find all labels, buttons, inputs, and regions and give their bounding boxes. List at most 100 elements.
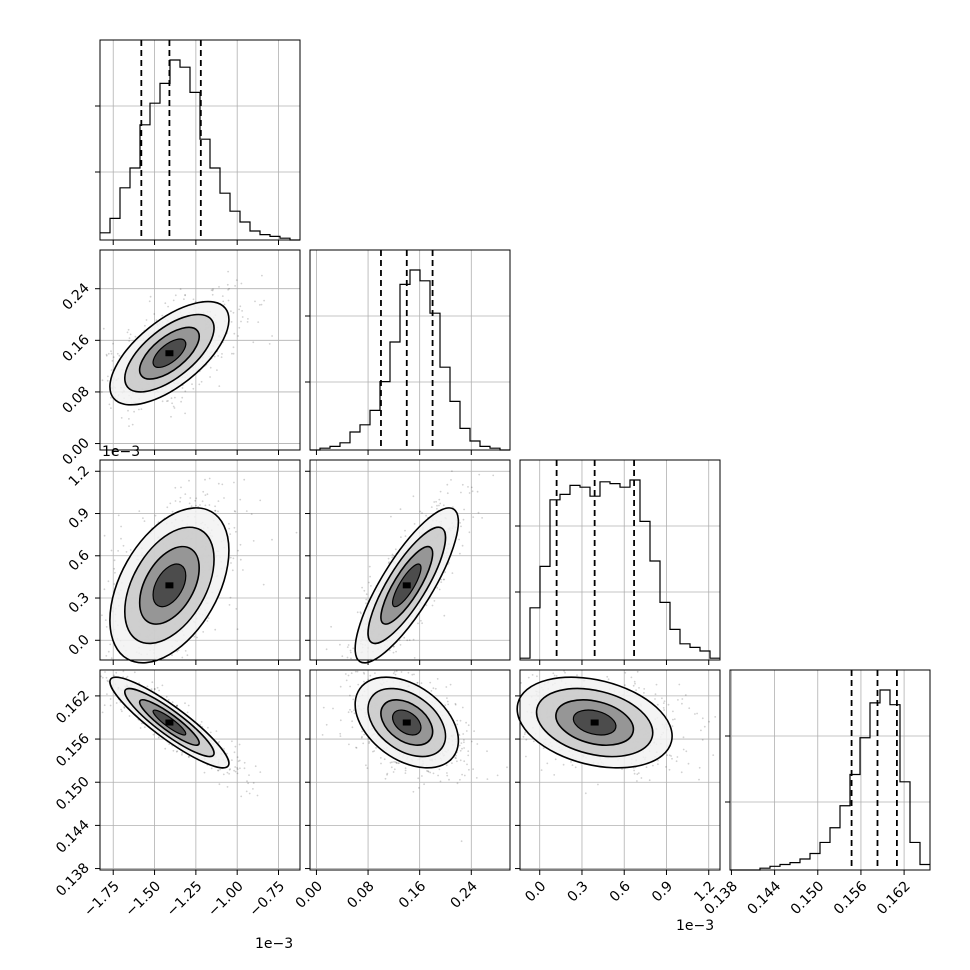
sample-point: [113, 674, 115, 677]
sample-point: [231, 569, 234, 572]
sample-point: [186, 654, 189, 657]
sample-point: [176, 704, 179, 707]
sample-point: [392, 651, 395, 654]
sample-point: [351, 720, 353, 723]
sample-point: [234, 510, 237, 513]
sample-point: [394, 673, 397, 676]
sample-point: [645, 766, 648, 769]
sample-point: [219, 768, 222, 771]
sample-point: [525, 755, 527, 758]
sample-point: [236, 767, 239, 769]
sample-point: [184, 294, 187, 297]
sample-point: [234, 285, 237, 287]
sample-point: [380, 762, 382, 765]
sample-point: [164, 747, 167, 750]
sample-point: [218, 740, 221, 743]
sample-point: [633, 680, 636, 683]
sample-point: [174, 486, 177, 489]
sample-point: [245, 510, 248, 512]
sample-point: [243, 761, 246, 764]
sample-point: [259, 771, 262, 773]
x-tick-label: 0.150: [788, 878, 828, 918]
sample-point: [131, 423, 134, 426]
sample-point: [113, 583, 116, 585]
sample-point: [446, 774, 449, 777]
sample-point: [345, 679, 348, 682]
sample-point: [354, 670, 357, 673]
sample-point: [103, 704, 106, 707]
sample-point: [245, 790, 248, 793]
sample-point: [339, 719, 342, 722]
sample-point: [423, 783, 425, 786]
sample-point: [681, 698, 684, 700]
panel-frame: [519, 669, 721, 871]
sample-point: [192, 387, 195, 390]
sample-point: [673, 718, 676, 720]
sample-point: [229, 556, 232, 559]
sample-point: [360, 612, 362, 615]
sample-point: [386, 773, 388, 776]
sample-point: [179, 288, 182, 290]
sample-point: [143, 520, 146, 522]
density-peak: [590, 719, 599, 726]
sample-point: [359, 611, 362, 614]
sample-point: [445, 686, 448, 688]
sample-point: [417, 622, 419, 625]
sample-point: [117, 550, 119, 552]
sample-point: [110, 549, 113, 552]
sample-point: [111, 360, 114, 362]
sample-point: [436, 507, 438, 510]
sample-point: [492, 474, 495, 477]
sample-point: [413, 673, 415, 676]
sample-point: [456, 782, 459, 785]
sample-point: [353, 712, 356, 715]
sample-point: [106, 679, 109, 682]
density-peak: [165, 582, 174, 589]
sample-point: [179, 496, 182, 499]
sample-point: [246, 321, 249, 323]
sample-point: [447, 703, 450, 706]
panel-frame: [309, 459, 511, 661]
sample-point: [463, 747, 465, 749]
sample-point: [231, 740, 233, 743]
sample-point: [140, 408, 143, 410]
sample-point: [671, 725, 674, 727]
sample-point: [238, 308, 241, 311]
sample-point: [171, 654, 173, 657]
sample-point: [235, 530, 237, 533]
sample-point: [171, 510, 174, 513]
sample-point: [240, 282, 243, 285]
sample-point: [471, 490, 474, 493]
sample-point: [122, 670, 125, 673]
sample-point: [106, 379, 109, 382]
sample-point: [105, 354, 108, 357]
sample-point: [229, 596, 232, 599]
sample-point: [394, 548, 397, 551]
sample-point: [436, 678, 439, 680]
sample-point: [429, 681, 432, 684]
sample-point: [431, 604, 434, 607]
sample-point: [454, 702, 457, 705]
sample-point: [166, 506, 169, 509]
sample-point: [418, 787, 420, 789]
sample-point: [176, 704, 178, 707]
sample-point: [656, 703, 659, 706]
sample-point: [373, 750, 376, 752]
sample-point: [562, 763, 565, 766]
sample-point: [446, 700, 449, 703]
sample-point: [243, 767, 246, 770]
sample-point: [148, 300, 151, 303]
sample-point: [570, 761, 572, 763]
sample-point: [407, 671, 410, 674]
sample-point: [450, 479, 452, 481]
sample-point: [708, 720, 710, 723]
sample-point: [236, 772, 239, 775]
sample-point: [542, 747, 545, 749]
sample-point: [325, 648, 328, 651]
sample-point: [140, 722, 143, 725]
sample-point: [475, 777, 478, 779]
sample-point: [144, 324, 146, 327]
sample-point: [448, 778, 450, 781]
sample-point: [417, 777, 420, 780]
sample-point: [468, 531, 471, 534]
